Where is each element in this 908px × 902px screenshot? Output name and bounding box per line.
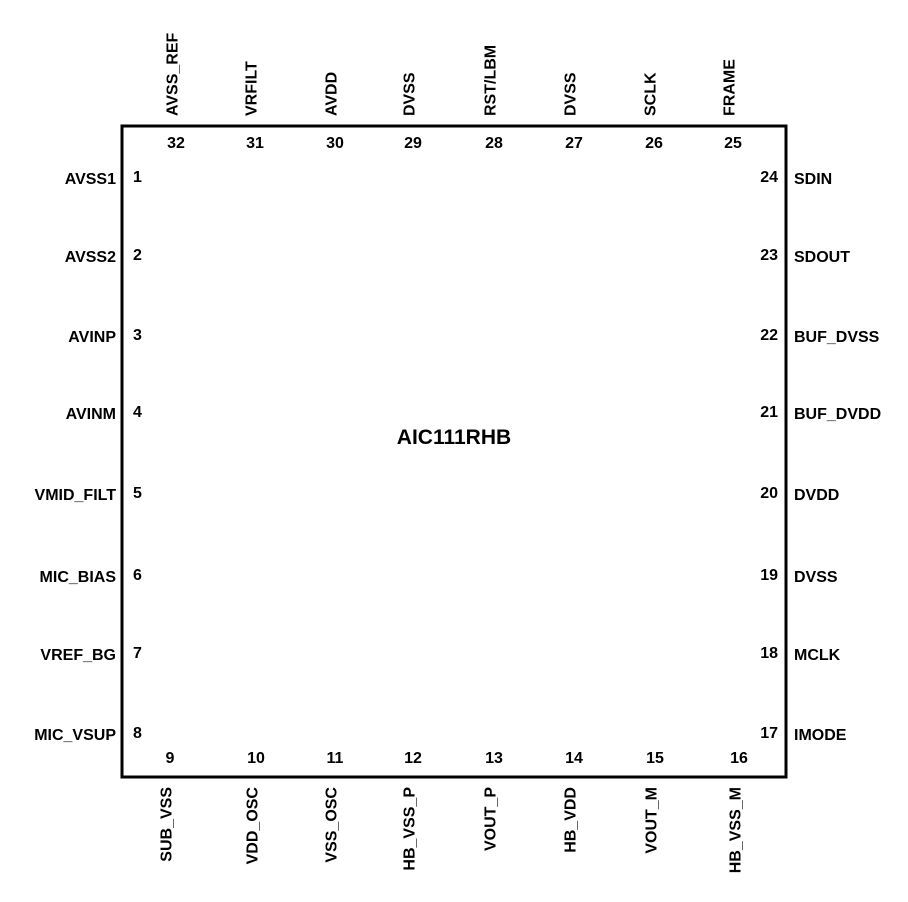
- pin-number-12: 12: [404, 750, 422, 767]
- pin-name-vout-m-15: VOUT_M: [644, 787, 661, 854]
- pin-name-mic-vsup-8: MIC_VSUP: [34, 727, 116, 744]
- pin-name-rst-lbm-28: RST/LBM: [483, 45, 500, 116]
- pin-number-13: 13: [485, 750, 503, 767]
- chip-name-label: AIC111RHB: [397, 426, 511, 449]
- pin-number-23: 23: [760, 247, 778, 264]
- pin-number-17: 17: [760, 725, 778, 742]
- chip-package-outline: [120, 124, 788, 779]
- pin-name-dvss-19: DVSS: [794, 569, 838, 586]
- pin-name-avdd-30: AVDD: [324, 72, 341, 116]
- pin-name-avinm-4: AVINM: [66, 406, 116, 423]
- pin-number-3: 3: [133, 327, 142, 344]
- pin-number-5: 5: [133, 485, 142, 502]
- pin-name-imode-17: IMODE: [794, 727, 847, 744]
- pin-name-dvdd-20: DVDD: [794, 487, 839, 504]
- pin-name-mclk-18: MCLK: [794, 647, 841, 664]
- pin-number-15: 15: [646, 750, 664, 767]
- pin-name-vmid-filt-5: VMID_FILT: [35, 487, 117, 504]
- pin-name-sdout-23: SDOUT: [794, 249, 850, 266]
- pin-name-hb-vdd-14: HB_VDD: [563, 787, 580, 853]
- pin-name-vrfilt-31: VRFILT: [244, 61, 261, 116]
- pin-name-vref-bg-7: VREF_BG: [40, 647, 116, 664]
- pin-name-avinp-3: AVINP: [68, 329, 116, 346]
- pin-number-6: 6: [133, 567, 142, 584]
- pin-number-29: 29: [404, 135, 422, 152]
- pin-name-buf-dvss-22: BUF_DVSS: [794, 329, 880, 346]
- pin-number-24: 24: [760, 169, 778, 186]
- pin-name-buf-dvdd-21: BUF_DVDD: [794, 406, 881, 423]
- pin-number-2: 2: [133, 247, 142, 264]
- pin-number-18: 18: [760, 645, 778, 662]
- pin-number-8: 8: [133, 725, 142, 742]
- pin-name-vdd-osc-10: VDD_OSC: [245, 787, 262, 865]
- pin-number-9: 9: [166, 750, 175, 767]
- pin-number-27: 27: [565, 135, 583, 152]
- pin-number-30: 30: [326, 135, 344, 152]
- pin-name-vout-p-13: VOUT_P: [483, 787, 500, 851]
- pin-name-avss1-1: AVSS1: [65, 171, 116, 188]
- pin-number-1: 1: [133, 169, 142, 186]
- pin-number-10: 10: [247, 750, 265, 767]
- pin-number-25: 25: [724, 135, 742, 152]
- pin-number-32: 32: [167, 135, 185, 152]
- pin-number-7: 7: [133, 645, 142, 662]
- pin-name-avss-ref-32: AVSS_REF: [165, 32, 182, 116]
- pin-number-4: 4: [133, 404, 142, 421]
- pin-number-21: 21: [760, 404, 778, 421]
- pin-number-20: 20: [760, 485, 778, 502]
- pin-number-26: 26: [645, 135, 663, 152]
- pin-number-19: 19: [760, 567, 778, 584]
- pin-number-11: 11: [327, 750, 344, 767]
- pin-number-22: 22: [760, 327, 778, 344]
- pin-number-28: 28: [485, 135, 503, 152]
- pin-name-vss-osc-11: VSS_OSC: [324, 787, 341, 863]
- pin-name-avss2-2: AVSS2: [65, 249, 116, 266]
- pin-name-sub-vss-9: SUB_VSS: [159, 787, 176, 862]
- pin-name-sclk-26: SCLK: [643, 72, 660, 116]
- pins-layer: 1 AVSS1 2 AVSS2 3 AVINP 4 AVINM 5 VMID_FILT 6 MIC_B…: [34, 32, 881, 873]
- pin-name-mic-bias-6: MIC_BIAS: [40, 569, 117, 586]
- pin-name-hb-vss-p-12: HB_VSS_P: [402, 787, 419, 871]
- pin-name-frame-25: FRAME: [722, 59, 739, 116]
- pin-name-dvss-27: DVSS: [563, 72, 580, 116]
- pin-name-dvss-29: DVSS: [402, 72, 419, 116]
- pin-name-hb-vss-m-16: HB_VSS_M: [728, 787, 745, 873]
- pin-number-14: 14: [565, 750, 583, 767]
- pin-name-sdin-24: SDIN: [794, 171, 832, 188]
- pin-number-16: 16: [730, 750, 748, 767]
- pin-number-31: 31: [246, 135, 264, 152]
